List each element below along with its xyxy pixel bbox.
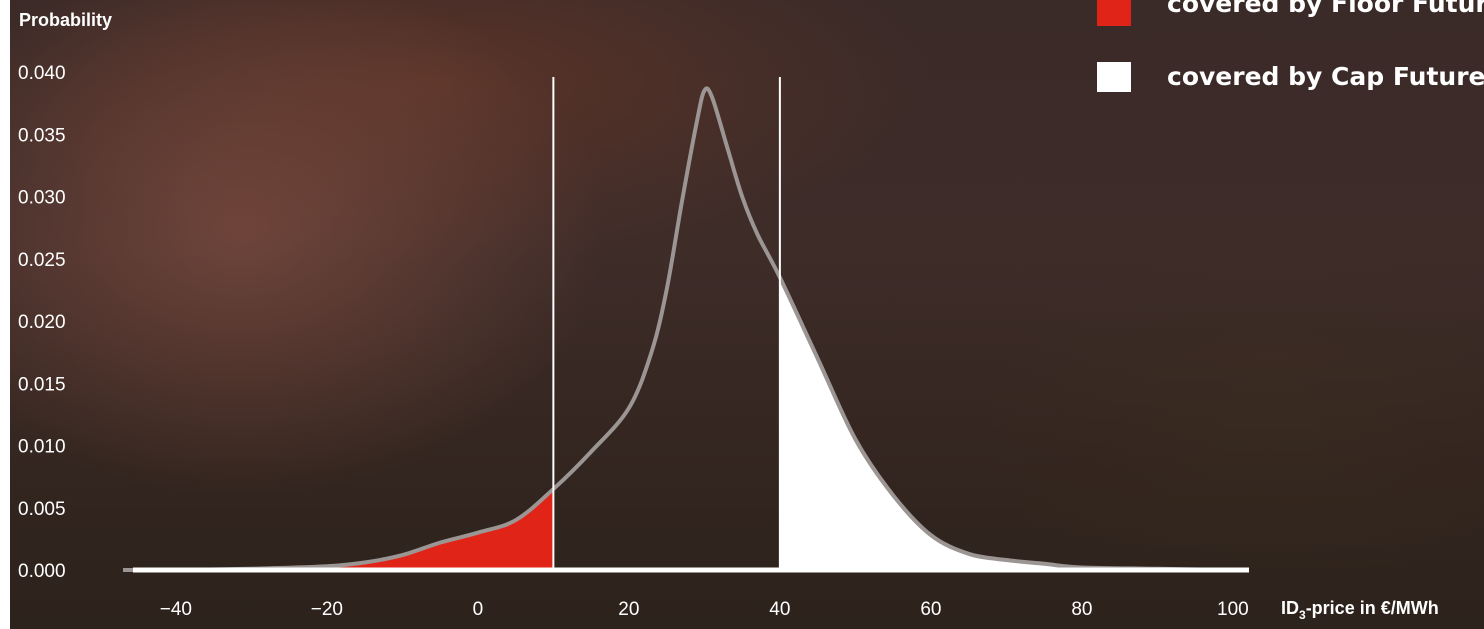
legend-cap-swatch	[1097, 62, 1131, 92]
x-axis-label-suffix: -price in €/MWh	[1306, 598, 1439, 618]
y-tick-label: 0.035	[18, 125, 66, 146]
y-tick-label: 0.025	[18, 250, 66, 271]
chart-stage: Probability 0.000 0.005 0.010 0.015 0.020 0.0…	[10, 0, 1484, 629]
y-tick-label: 0.020	[18, 312, 66, 333]
density-curve	[122, 86, 1249, 573]
x-tick-label: 60	[920, 599, 941, 620]
x-tick-label: −20	[311, 599, 343, 620]
y-tick-label: 0.005	[18, 499, 66, 520]
density-chart: Probability 0.0000.0050.0100.0150.0200.0…	[18, 10, 1439, 622]
cap-futures-area	[779, 277, 1248, 570]
y-tick-label: 0.030	[18, 188, 66, 209]
x-axis-label-prefix: ID	[1281, 598, 1299, 618]
floor-futures-area	[123, 489, 554, 570]
x-tick-label: −40	[160, 599, 192, 620]
y-axis-label: Probability	[19, 10, 112, 30]
x-tick-label: 40	[769, 599, 790, 620]
x-axis-label-subscript: 3	[1299, 608, 1306, 622]
x-axis-label: ID3-price in €/MWh	[1281, 598, 1439, 622]
x-tick-label: 80	[1071, 599, 1092, 620]
legend-floor-swatch	[1097, 0, 1131, 26]
y-tick-label: 0.015	[18, 374, 66, 395]
legend-floor-label: covered by Floor Futures	[1167, 0, 1484, 18]
x-tick-label: 0	[473, 599, 484, 620]
y-tick-label: 0.000	[18, 561, 66, 582]
x-tick-labels: −40 −20 0 20 40 60 80 100	[160, 599, 1249, 620]
x-tick-label: 100	[1217, 599, 1249, 620]
x-tick-label: 20	[618, 599, 639, 620]
y-tick-label: 0.040	[18, 63, 66, 84]
y-tick-label: 0.010	[18, 437, 66, 458]
legend-cap-label: covered by Cap Futures	[1167, 62, 1484, 91]
y-tick-labels: 0.000 0.005 0.010 0.015 0.020 0.025 0.030 0.035…	[18, 63, 66, 582]
